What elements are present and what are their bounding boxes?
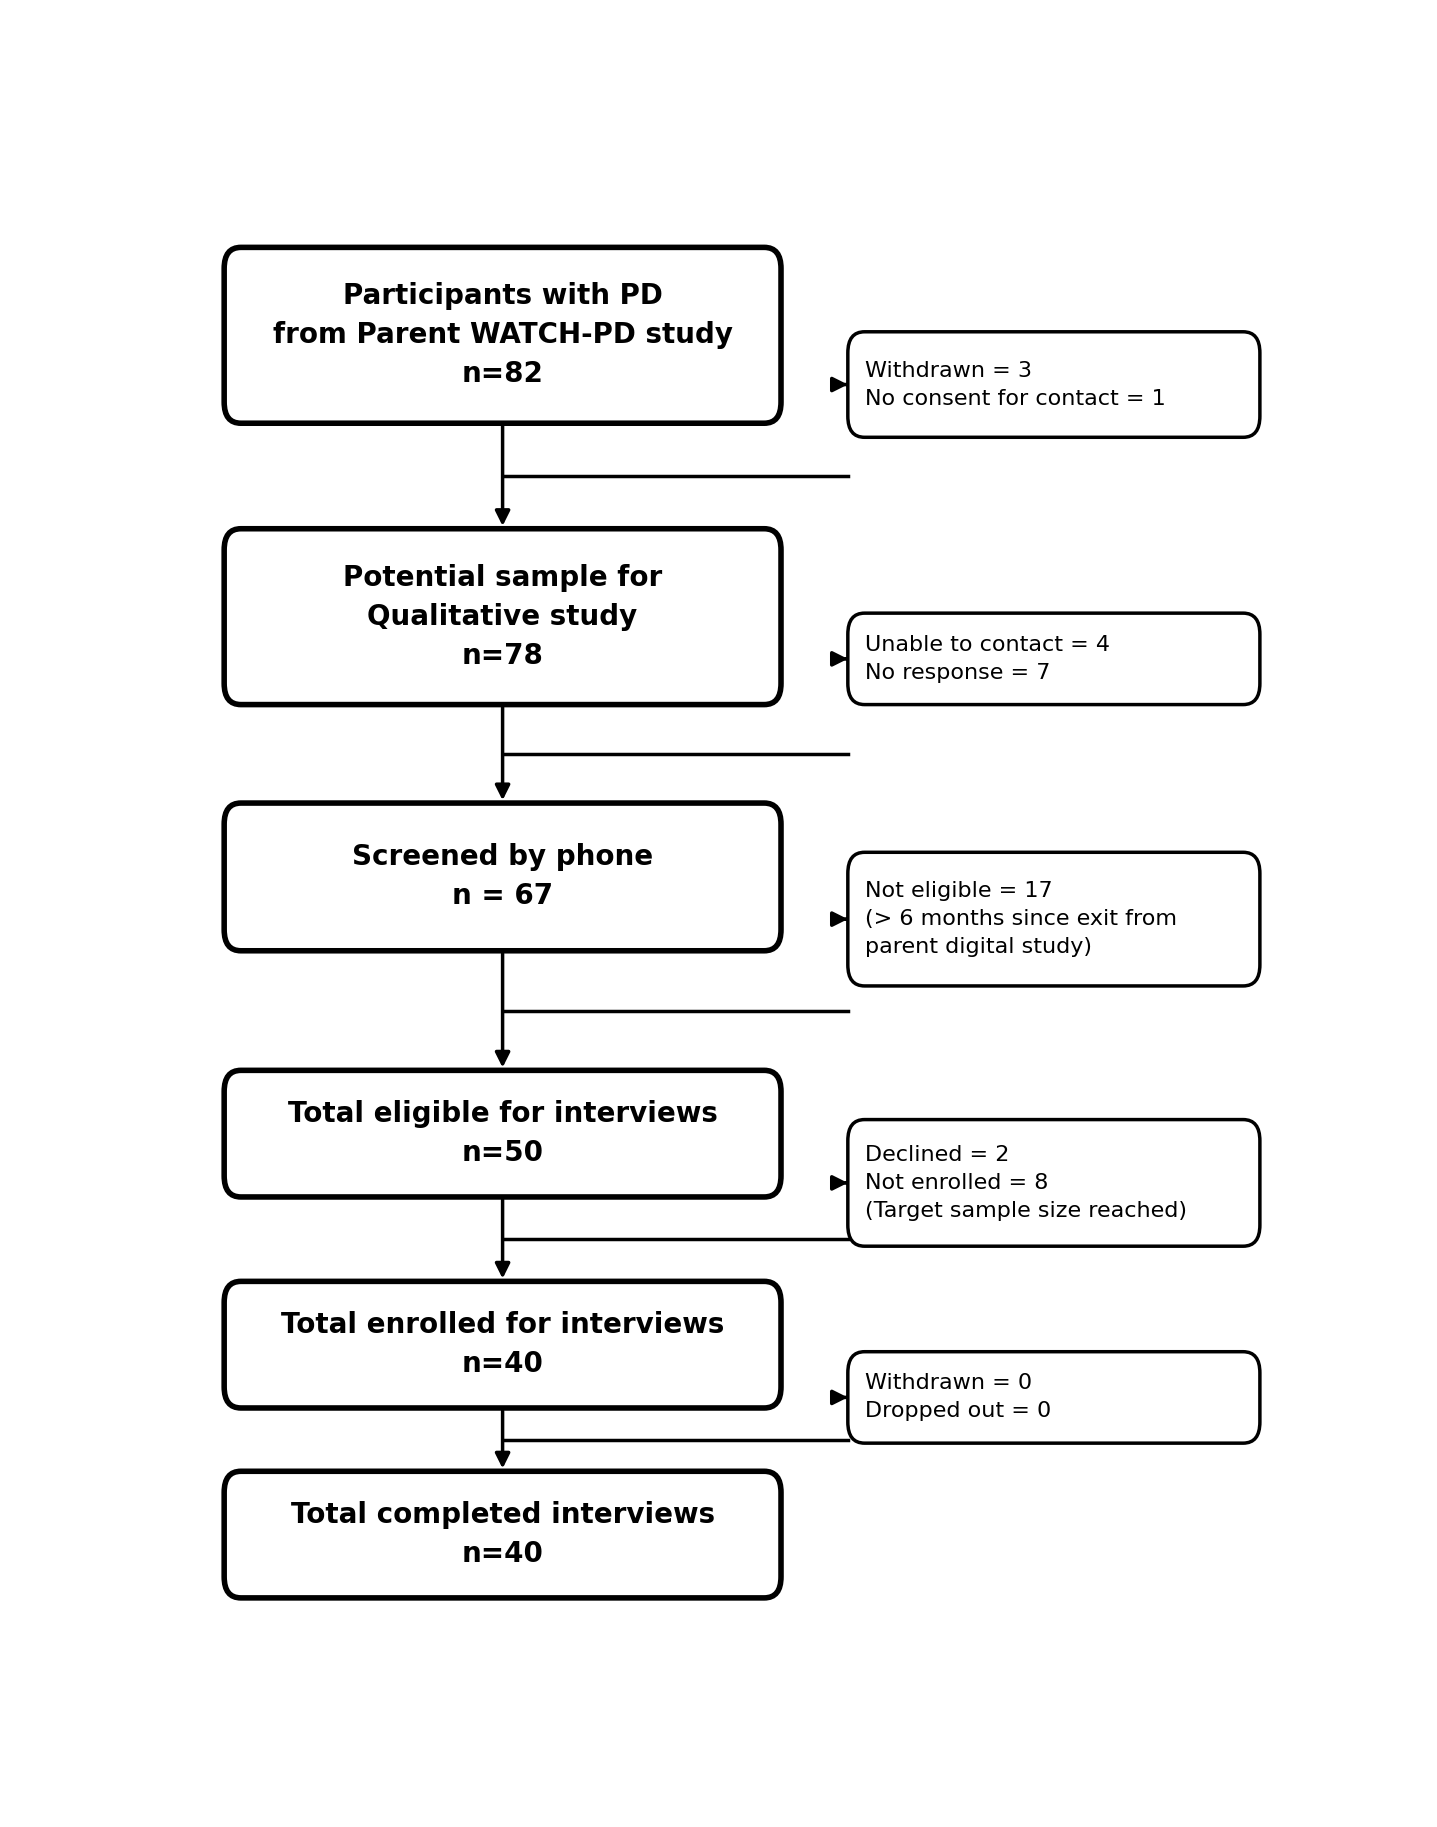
FancyBboxPatch shape	[224, 528, 782, 705]
FancyBboxPatch shape	[848, 1352, 1260, 1443]
Text: Potential sample for
Qualitative study
n=78: Potential sample for Qualitative study n…	[343, 565, 662, 671]
Text: Unable to contact = 4
No response = 7: Unable to contact = 4 No response = 7	[865, 634, 1109, 683]
FancyBboxPatch shape	[848, 1120, 1260, 1246]
Text: Declined = 2
Not enrolled = 8
(Target sample size reached): Declined = 2 Not enrolled = 8 (Target sa…	[865, 1146, 1187, 1220]
Text: Participants with PD
from Parent WATCH-PD study
n=82: Participants with PD from Parent WATCH-P…	[273, 283, 733, 389]
FancyBboxPatch shape	[224, 1471, 782, 1599]
FancyBboxPatch shape	[224, 1071, 782, 1197]
Text: Total completed interviews
n=40: Total completed interviews n=40	[290, 1502, 714, 1568]
FancyBboxPatch shape	[848, 851, 1260, 987]
Text: Not eligible = 17
(> 6 months since exit from
parent digital study): Not eligible = 17 (> 6 months since exit…	[865, 881, 1177, 957]
FancyBboxPatch shape	[224, 804, 782, 950]
Text: Withdrawn = 0
Dropped out = 0: Withdrawn = 0 Dropped out = 0	[865, 1374, 1050, 1421]
Text: Total enrolled for interviews
n=40: Total enrolled for interviews n=40	[280, 1312, 724, 1378]
FancyBboxPatch shape	[224, 1281, 782, 1409]
FancyBboxPatch shape	[224, 247, 782, 424]
FancyBboxPatch shape	[848, 333, 1260, 437]
Text: Total eligible for interviews
n=50: Total eligible for interviews n=50	[287, 1100, 717, 1167]
Text: Screened by phone
n = 67: Screened by phone n = 67	[352, 844, 654, 910]
FancyBboxPatch shape	[848, 614, 1260, 705]
Text: Withdrawn = 3
No consent for contact = 1: Withdrawn = 3 No consent for contact = 1	[865, 360, 1165, 409]
